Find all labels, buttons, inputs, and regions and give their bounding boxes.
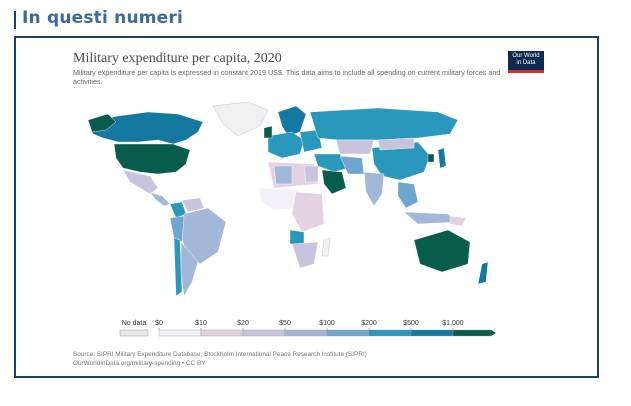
region-russia[interactable] (309, 107, 459, 141)
region-central-america[interactable] (149, 191, 171, 207)
region-southern-africa[interactable] (291, 241, 319, 269)
region-china[interactable] (371, 141, 431, 181)
legend-arrow-tip (491, 330, 496, 336)
region-chile[interactable] (173, 237, 183, 297)
region-southeast-asia[interactable] (397, 181, 419, 209)
rubric-title: In questi numeri (22, 8, 183, 28)
legend-bar (119, 328, 496, 337)
legend-tick-label: $10 (195, 320, 207, 327)
owid-logo[interactable]: Our World in Data (508, 51, 544, 73)
legend-swatch (452, 329, 492, 337)
logo-line-1: Our World (512, 53, 540, 59)
region-western-europe[interactable] (267, 131, 305, 159)
region-peru-bolivia[interactable] (169, 215, 185, 243)
region-egypt[interactable] (303, 165, 319, 183)
region-india[interactable] (363, 171, 385, 207)
source-line-1: Source: SIPRI Military Expenditure Datab… (73, 351, 367, 358)
world-map (87, 101, 489, 297)
legend-swatch (410, 329, 454, 337)
region-middle-east[interactable] (313, 153, 349, 173)
region-saudi-arabia[interactable] (321, 169, 347, 195)
legend-swatch (284, 329, 328, 337)
legend-tick-label: $50 (279, 320, 291, 327)
region-argentina[interactable] (180, 241, 199, 297)
legend-swatch (368, 329, 412, 337)
region-scandinavia[interactable] (277, 105, 307, 137)
legend-no-data-label: No data (121, 320, 147, 327)
chart-title: Military expenditure per capita, 2020 (73, 51, 282, 66)
chart-subtitle: Military expenditure per capita is expre… (73, 68, 501, 86)
region-mongolia[interactable] (377, 137, 415, 151)
region-papua-new-guinea[interactable] (449, 215, 467, 227)
region-australia[interactable] (413, 229, 471, 273)
region-mexico[interactable] (122, 169, 159, 195)
legend-tick-label: $0 (155, 320, 163, 327)
region-korea[interactable] (427, 153, 435, 163)
rubric-accent-bar (14, 11, 16, 29)
logo-line-2: in Data (516, 60, 536, 66)
chart-frame (14, 36, 599, 378)
region-kazakhstan[interactable] (335, 139, 375, 155)
region-iran[interactable] (339, 155, 365, 175)
legend-swatch (200, 329, 244, 337)
legend-swatch (326, 329, 370, 337)
region-uk[interactable] (263, 125, 273, 139)
region-venezuela-guianas[interactable] (181, 197, 205, 213)
region-japan[interactable] (437, 147, 447, 169)
legend-swatch (242, 329, 286, 337)
region-alaska[interactable] (87, 113, 117, 133)
region-central-africa[interactable] (291, 191, 325, 233)
region-united-states[interactable] (113, 143, 191, 175)
region-algeria[interactable] (273, 165, 293, 185)
region-angola[interactable] (289, 229, 305, 245)
map-legend (114, 318, 504, 340)
region-greenland[interactable] (212, 101, 269, 137)
region-canada[interactable] (89, 111, 204, 145)
region-eastern-europe[interactable] (299, 129, 323, 153)
legend-swatch (158, 329, 202, 337)
legend-tick-label: $1,000 (442, 320, 464, 327)
legend-no-data-swatch (119, 329, 149, 337)
legend-tick-label: $20 (237, 320, 249, 327)
region-west-africa[interactable] (257, 187, 299, 211)
source-line-2[interactable]: OurWorldInData.org/military-spending • C… (73, 359, 206, 367)
region-new-zealand[interactable] (477, 261, 489, 285)
source-note: Source: SIPRI Military Expenditure Datab… (73, 351, 367, 368)
logo-red-line (508, 70, 544, 73)
legend-tick-label: $200 (361, 320, 377, 327)
legend-tick-label: $100 (319, 320, 335, 327)
region-madagascar[interactable] (321, 237, 331, 257)
legend-tick-label: $500 (403, 320, 419, 327)
